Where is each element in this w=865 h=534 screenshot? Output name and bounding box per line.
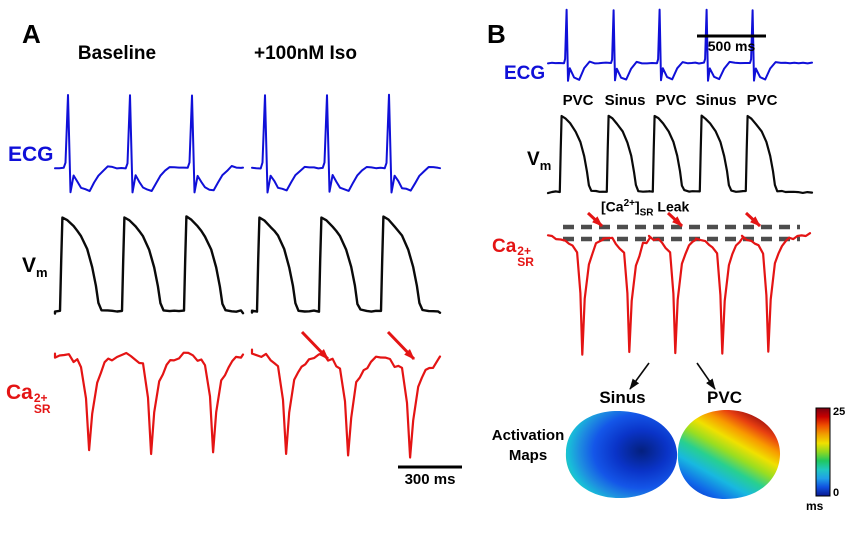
panelB-ca-trace <box>546 232 812 356</box>
panel-a-scalebar-label: 300 ms <box>404 471 456 488</box>
red-arrow-annotation <box>300 330 330 361</box>
map-title-pvc: PVC <box>707 388 742 407</box>
map-title-sinus: Sinus <box>599 388 646 407</box>
red-arrow-annotation <box>744 211 762 228</box>
leak-tail-text: Leak <box>653 198 690 215</box>
vm-main-text: V <box>22 254 37 277</box>
activation-time-colorbar <box>815 407 831 497</box>
panel-a-ecg-label: ECG <box>8 143 54 166</box>
panelA-vm-iso-trace <box>250 215 442 314</box>
leak-sup-text: 2+ <box>623 198 635 209</box>
activation-maps-line1: Activation <box>491 427 565 444</box>
panel-b-vm-label: Vm <box>527 149 552 173</box>
panelB-ecg-trace <box>547 8 813 82</box>
beat-label-pvc-2: PVC <box>655 92 687 109</box>
panelB-vm-trace <box>546 114 814 195</box>
ca-sup-text: 2+ <box>517 244 531 258</box>
column-header-baseline: Baseline <box>77 43 157 64</box>
panelA-ca-baseline-trace <box>53 351 245 456</box>
red-arrow-annotation <box>586 211 604 228</box>
colorbar-unit-label: ms <box>806 499 824 513</box>
leak-sub-text: SR <box>639 207 654 219</box>
pvc-activation-map <box>677 409 781 499</box>
panel-b-letter: B <box>487 19 506 49</box>
panel-b-scalebar-label: 500 ms <box>707 38 756 54</box>
panelA-ca-iso-trace <box>250 348 442 459</box>
panelA-vm-baseline-trace <box>53 215 245 315</box>
beat-label-pvc-1: PVC <box>562 92 594 109</box>
beat-label-pvc-3: PVC <box>746 92 778 109</box>
panelA-ecg-baseline-trace <box>54 94 244 194</box>
beat-label-sinus-1: Sinus <box>604 92 646 109</box>
red-arrow-annotation <box>386 330 416 361</box>
ca-main-text: Ca <box>492 236 517 257</box>
sr-leak-label: [Ca2+]SR Leak <box>601 198 689 218</box>
activation-maps-line2: Maps <box>508 447 548 464</box>
ca-main-text: Ca <box>6 381 33 404</box>
panelA-ecg-iso-trace <box>251 93 441 194</box>
ca-sub-text: SR <box>517 255 534 269</box>
panel-a-letter: A <box>22 19 41 49</box>
panel-a-ca-label: Ca 2+ SR <box>6 381 51 416</box>
column-header-iso: +100nM Iso <box>254 43 357 64</box>
vm-sub-text: m <box>36 265 48 281</box>
panel-a-vm-label: Vm <box>22 254 48 280</box>
colorbar-min-label: 0 <box>833 487 840 499</box>
activation-maps-label: Activation Maps <box>486 426 570 466</box>
panel-b-ca-label: Ca 2+ SR <box>492 236 534 269</box>
beat-label-sinus-2: Sinus <box>695 92 737 109</box>
ca-sub-text: SR <box>33 402 51 416</box>
vm-sub-text: m <box>539 157 552 173</box>
vm-main-text: V <box>527 149 540 170</box>
red-arrow-annotation <box>666 211 684 228</box>
colorbar-max-label: 25 <box>833 406 846 418</box>
map-pointer-arrow <box>629 362 650 390</box>
panel-b-ecg-label: ECG <box>504 63 546 84</box>
map-pointer-arrow <box>696 362 716 390</box>
sinus-activation-map <box>565 410 678 499</box>
leak-post-text: ] <box>634 198 640 215</box>
leak-pre-text: [Ca <box>601 198 624 215</box>
ca-sup-text: 2+ <box>33 391 48 405</box>
